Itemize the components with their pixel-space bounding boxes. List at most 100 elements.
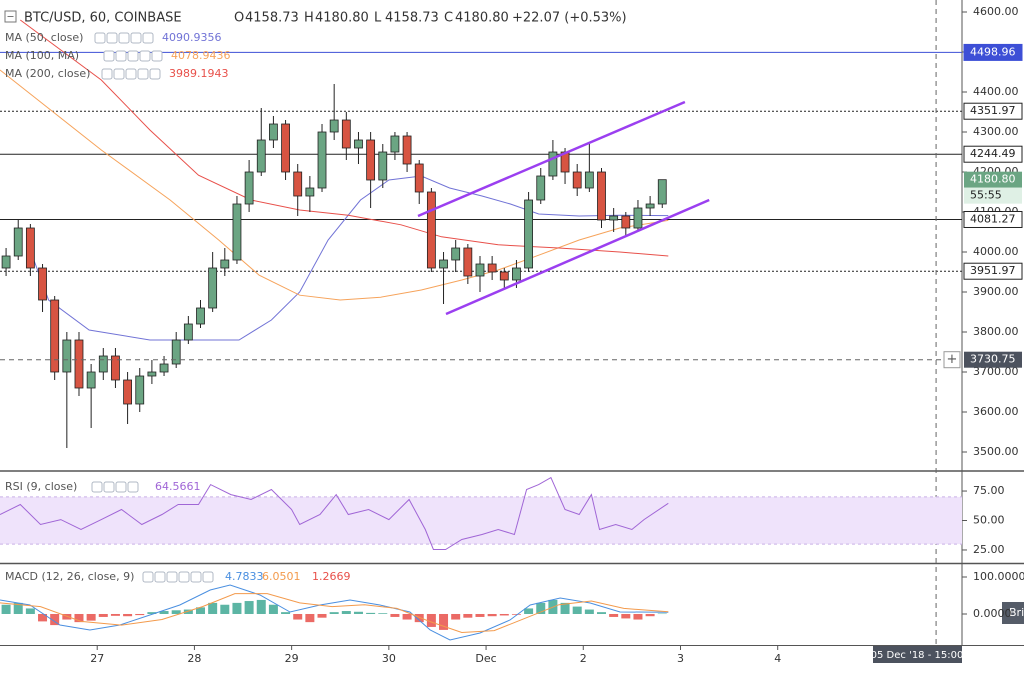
candle-body [414,163,424,193]
crosshair-time: 05 Dec '18 - 15:00 [871,650,964,661]
histogram-bar [378,613,388,614]
candle-body [512,267,521,281]
histogram-bar [317,613,327,618]
candle-body [98,355,108,373]
last-price-label: 4180.80 [970,173,1016,186]
quote-value: 4180.80 [315,11,369,26]
x-tick-label: 3 [677,652,684,665]
histogram-bar [621,613,631,619]
price-line-label-box [963,102,1023,120]
candle-body [609,215,619,221]
legend-icon[interactable] [139,50,151,62]
price-line-label-box [963,145,1023,163]
histogram-bar [25,608,35,614]
candle-body [147,371,157,377]
legend-icon[interactable] [127,481,139,493]
candle-body [378,151,388,181]
y-tick-label: 4000.00 [973,245,1019,258]
y-tick-label: 100.0000 [973,570,1024,583]
x-tick-label: 2 [580,652,587,665]
quote-value: 4180.80 [455,11,509,26]
candle-body [463,247,473,277]
candle-body [487,263,497,273]
legend-icon[interactable] [202,571,214,583]
legend-icon[interactable] [190,571,202,583]
candle-body [135,375,145,405]
legend-icon[interactable] [101,68,113,80]
crosshair-add-button[interactable] [943,351,961,369]
legend-icon[interactable] [103,50,115,62]
candle-body [50,299,60,373]
macd-line [0,593,669,634]
candle-body [269,123,278,141]
x-tick-label: 30 [382,652,396,665]
quote-key: L [374,11,382,26]
histogram-bar [196,607,206,614]
legend-icon[interactable] [118,32,130,44]
legend-name: MA (100, MA) [5,49,79,62]
legend-icon[interactable] [125,68,137,80]
crosshair-time-box [873,646,962,663]
legend-icon[interactable] [113,68,125,80]
price-line-label-box [963,262,1023,280]
candle-body [13,227,23,257]
histogram-bar [135,613,145,616]
y-tick-label: 75.00 [973,484,1005,497]
legend-icon[interactable] [115,481,127,493]
y-tick-label: 3700.00 [973,365,1019,378]
y-tick-label: 3500.00 [973,445,1019,458]
candle-body [366,139,376,181]
legend-icon[interactable] [127,50,139,62]
histogram-bar [414,613,424,623]
legend-icon[interactable] [106,32,118,44]
y-tick-label: 3900.00 [973,285,1019,298]
histogram-bar [633,613,643,620]
legend-icon[interactable] [115,50,127,62]
trend-line [417,100,686,218]
y-tick-label: 25.00 [973,543,1005,556]
histogram-bar [560,602,570,614]
legend-icon[interactable] [142,32,154,44]
candle-body [584,171,594,189]
legend-icon[interactable] [166,571,178,583]
histogram-bar [511,613,521,615]
legend-icon[interactable] [178,571,190,583]
legend-icon[interactable] [103,481,115,493]
candle-body [111,355,120,381]
candle-body [354,139,363,149]
candle-body [597,171,606,221]
candle-body [232,203,242,261]
price-line-label: 3951.97 [970,264,1016,277]
histogram-bar [402,613,412,620]
histogram-bar [281,612,291,614]
candle-body [329,119,339,133]
histogram-bar [268,604,278,614]
legend-icon[interactable] [137,68,149,80]
legend-icon[interactable] [154,571,166,583]
histogram-bar [74,613,84,623]
change-text: +22.07 (+0.53%) [512,11,627,26]
legend-icon[interactable] [151,50,163,62]
price-line-label-box [963,43,1023,61]
candle-body [74,339,84,389]
legend-icon[interactable] [130,32,142,44]
x-tick-label: 27 [90,652,104,665]
legend-icon[interactable] [142,571,154,583]
legend-value: 3989.1943 [169,67,229,80]
legend-name: RSI (9, close) [5,480,77,493]
histogram-bar [171,610,181,614]
candle-body [524,199,533,269]
candle-body [183,323,193,341]
candle-body [293,171,303,197]
legend-icon[interactable] [94,32,106,44]
legend-icon[interactable] [149,68,161,80]
histogram-bar [536,602,546,614]
candle-body [475,263,485,277]
macd-line [0,584,669,641]
y-tick-label: 4300.00 [973,125,1019,138]
histogram-bar [232,602,242,614]
candle-body [439,259,448,269]
legend-icon[interactable] [91,481,103,493]
histogram-bar [609,613,619,617]
